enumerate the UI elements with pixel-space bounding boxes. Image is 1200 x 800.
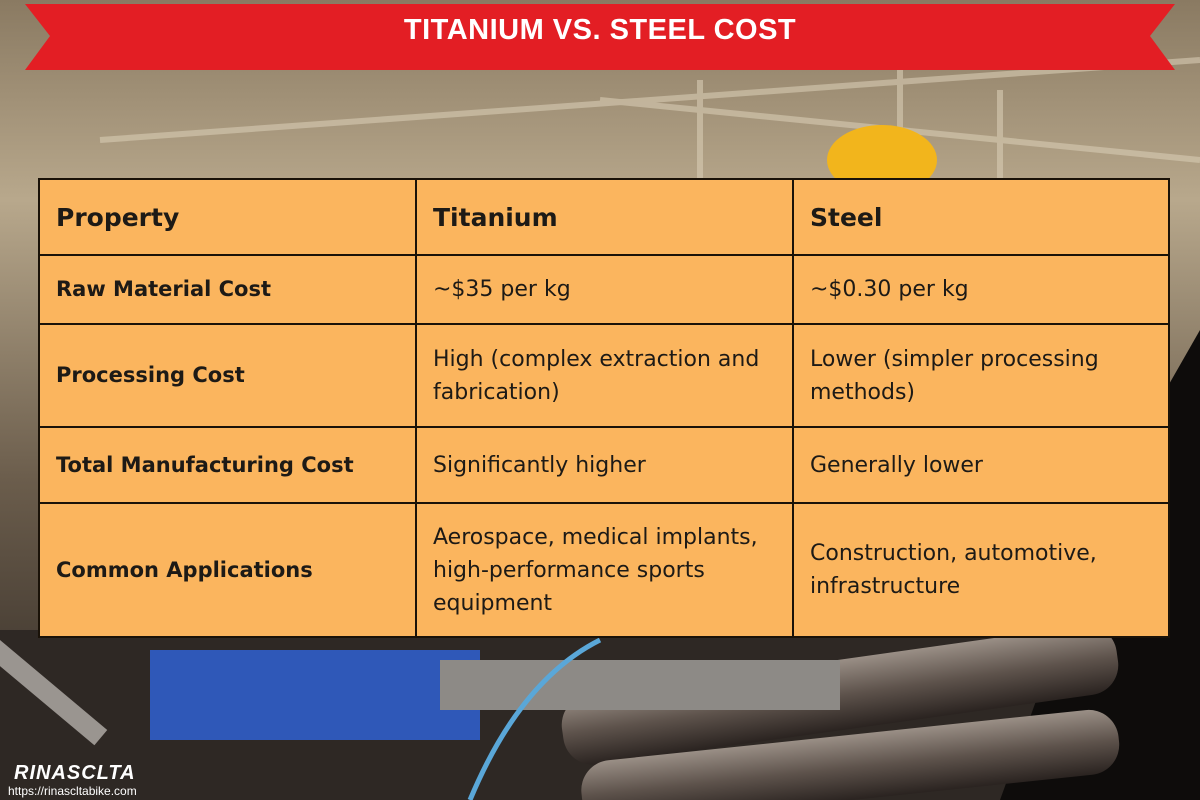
row-label: Total Manufacturing Cost	[38, 426, 417, 504]
cell: Construction, automotive, infrastructure	[792, 502, 1170, 638]
cell: ~$35 per kg	[415, 254, 794, 325]
table-row: Total Manufacturing Cost Significantly h…	[38, 426, 1170, 504]
cell: ~$0.30 per kg	[792, 254, 1170, 325]
row-label: Processing Cost	[38, 323, 417, 428]
cell: Lower (simpler processing methods)	[792, 323, 1170, 428]
cost-table: Property Titanium Steel Raw Material Cos…	[38, 178, 1170, 638]
cell: Aerospace, medical implants, high-perfor…	[415, 502, 794, 638]
brand-logo: RINASCLTA	[14, 762, 136, 784]
title: TITANIUM VS. STEEL COST	[403, 14, 797, 46]
cell: Significantly higher	[415, 426, 794, 504]
row-label: Raw Material Cost	[38, 254, 417, 325]
cell: Generally lower	[792, 426, 1170, 504]
table-row: Common Applications Aerospace, medical i…	[38, 502, 1170, 638]
table-row: Processing Cost High (complex extraction…	[38, 323, 1170, 428]
table-row: Raw Material Cost ~$35 per kg ~$0.30 per…	[38, 254, 1170, 325]
brand-url: https://rinascltabike.com	[8, 784, 137, 798]
header-row: Property Titanium Steel	[38, 178, 1170, 256]
cell: High (complex extraction and fabrication…	[415, 323, 794, 428]
column-header: Steel	[792, 178, 1170, 256]
column-header: Titanium	[415, 178, 794, 256]
title-banner	[25, 4, 1175, 70]
row-label: Common Applications	[38, 502, 417, 638]
column-header: Property	[38, 178, 417, 256]
